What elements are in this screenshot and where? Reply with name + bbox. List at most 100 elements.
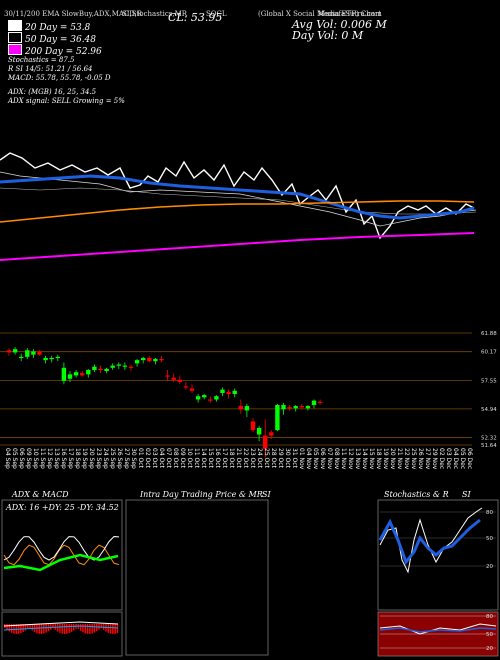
legend-swatch-black-icon [8,32,22,43]
candle-body [317,401,323,403]
date-tick: 02 Oct [144,448,151,469]
macd-histogram-bar [6,624,8,630]
date-tick: 01 Oct [137,448,144,469]
macd-histogram-bar [40,624,43,634]
avg-volume: Avg Vol: 0.006 M [292,18,387,31]
candle-body [281,404,286,410]
candle-body [220,389,225,393]
date-tick: 06 Dec [466,448,473,469]
adx-panel [1,499,123,611]
macd-histogram-bar [31,624,34,631]
rsi-axis-label: 50 [486,632,493,638]
macd-histogram-bar [112,624,114,634]
date-tick: 22 Nov [403,448,410,470]
date-tick: 14 Oct [200,448,207,469]
candle-body [110,365,115,368]
price-axis-label: 61.88 [481,331,497,337]
macd-histogram-bar [59,624,61,633]
date-tick: 10 Oct [186,448,193,469]
stoch-si: SI [462,490,471,499]
date-tick: 20 Sep [88,448,95,469]
date-tick: 08 Nov [333,448,340,470]
date-tick: 27 Sep [123,448,130,469]
candle-body [159,359,164,361]
macd-histogram-bar [43,624,45,634]
date-tick: 25 Nov [410,448,417,470]
candle-body [244,406,250,411]
date-tick: 25 Sep [109,448,116,469]
candle-body [55,356,60,359]
date-tick: 20 Nov [389,448,396,470]
date-tick: 29 Oct [277,448,284,469]
header-mid: SI,Stochastics,MR [122,10,188,18]
macd-panel [1,611,123,657]
date-tick: 22 Oct [242,448,249,469]
macd-histogram-bar [22,624,24,633]
adx-minus-line [3,536,120,561]
date-tick: 06 Sep [18,448,25,469]
candle-body [92,366,97,370]
macd-histogram-bar [52,624,54,629]
candle-body [104,368,109,372]
info-macd: MACD: 55.78, 55.78, -0.05 D [8,74,111,82]
candle-body [116,364,121,366]
info-adx: ADX: (MGB) 16, 25, 34.5 [8,88,97,96]
close-price: CL: 53.95 [168,11,223,24]
date-tick: 24 Oct [256,448,263,469]
candle-body [12,349,18,353]
candle-body [86,369,91,375]
date-tick: 26 Nov [417,448,424,470]
candle-body [299,406,304,408]
macd-histogram-bar [86,624,89,634]
date-tick: 29 Nov [431,448,438,470]
ema200-line [0,232,475,261]
macd-histogram-bar [93,624,96,633]
date-tick: 12 Nov [347,448,354,470]
date-tick: 13 Sep [53,448,60,469]
macd-histogram-bar [38,624,40,634]
ema20-line [0,152,475,240]
ema50-line [0,174,475,220]
date-tick: 14 Nov [361,448,368,470]
macd-histogram-bar [91,624,93,634]
candle-body [195,396,201,400]
candle-body [232,390,237,395]
macd-histogram-bar [70,624,73,632]
candle-body [202,395,207,398]
date-tick: 30 Sep [130,448,137,469]
candle-body [263,435,268,449]
macd-histogram-bar [84,624,86,634]
date-tick: 08 Oct [172,448,179,469]
candle-body [208,399,213,401]
legend-ema50: 50 Day = 36.48 [8,32,96,45]
date-tick: 23 Oct [249,448,256,469]
candle-body [311,400,317,405]
date-tick: 18 Nov [375,448,382,470]
candle-body [305,406,311,409]
candle-body [37,351,42,355]
date-tick: 16 Sep [60,448,67,469]
date-tick: 17 Sep [67,448,74,469]
candle-body [226,391,231,395]
candle-body [141,357,146,361]
date-tick: 03 Dec [445,448,452,469]
date-tick: 09 Oct [179,448,186,469]
stoch-axis-label: 80 [486,510,493,516]
candle-body [165,375,170,377]
date-tick: 04 Dec [452,448,459,469]
candle-body [250,421,256,431]
date-tick: 28 Oct [270,448,277,469]
macd-histogram-bar [24,624,27,631]
macd-histogram-bar [45,624,47,633]
macd-histogram-bar [8,624,11,632]
macd-histogram-bar [66,624,68,634]
candle-body [98,368,103,371]
date-tick: 17 Oct [221,448,228,469]
date-tick: 21 Nov [396,448,403,470]
macd-histogram-bar [29,624,31,629]
macd-histogram-bar [13,624,15,634]
date-tick: 31 Oct [291,448,298,469]
candle-body [293,406,298,409]
date-tick: 27 Nov [424,448,431,470]
intraday-si: SI [262,490,271,499]
